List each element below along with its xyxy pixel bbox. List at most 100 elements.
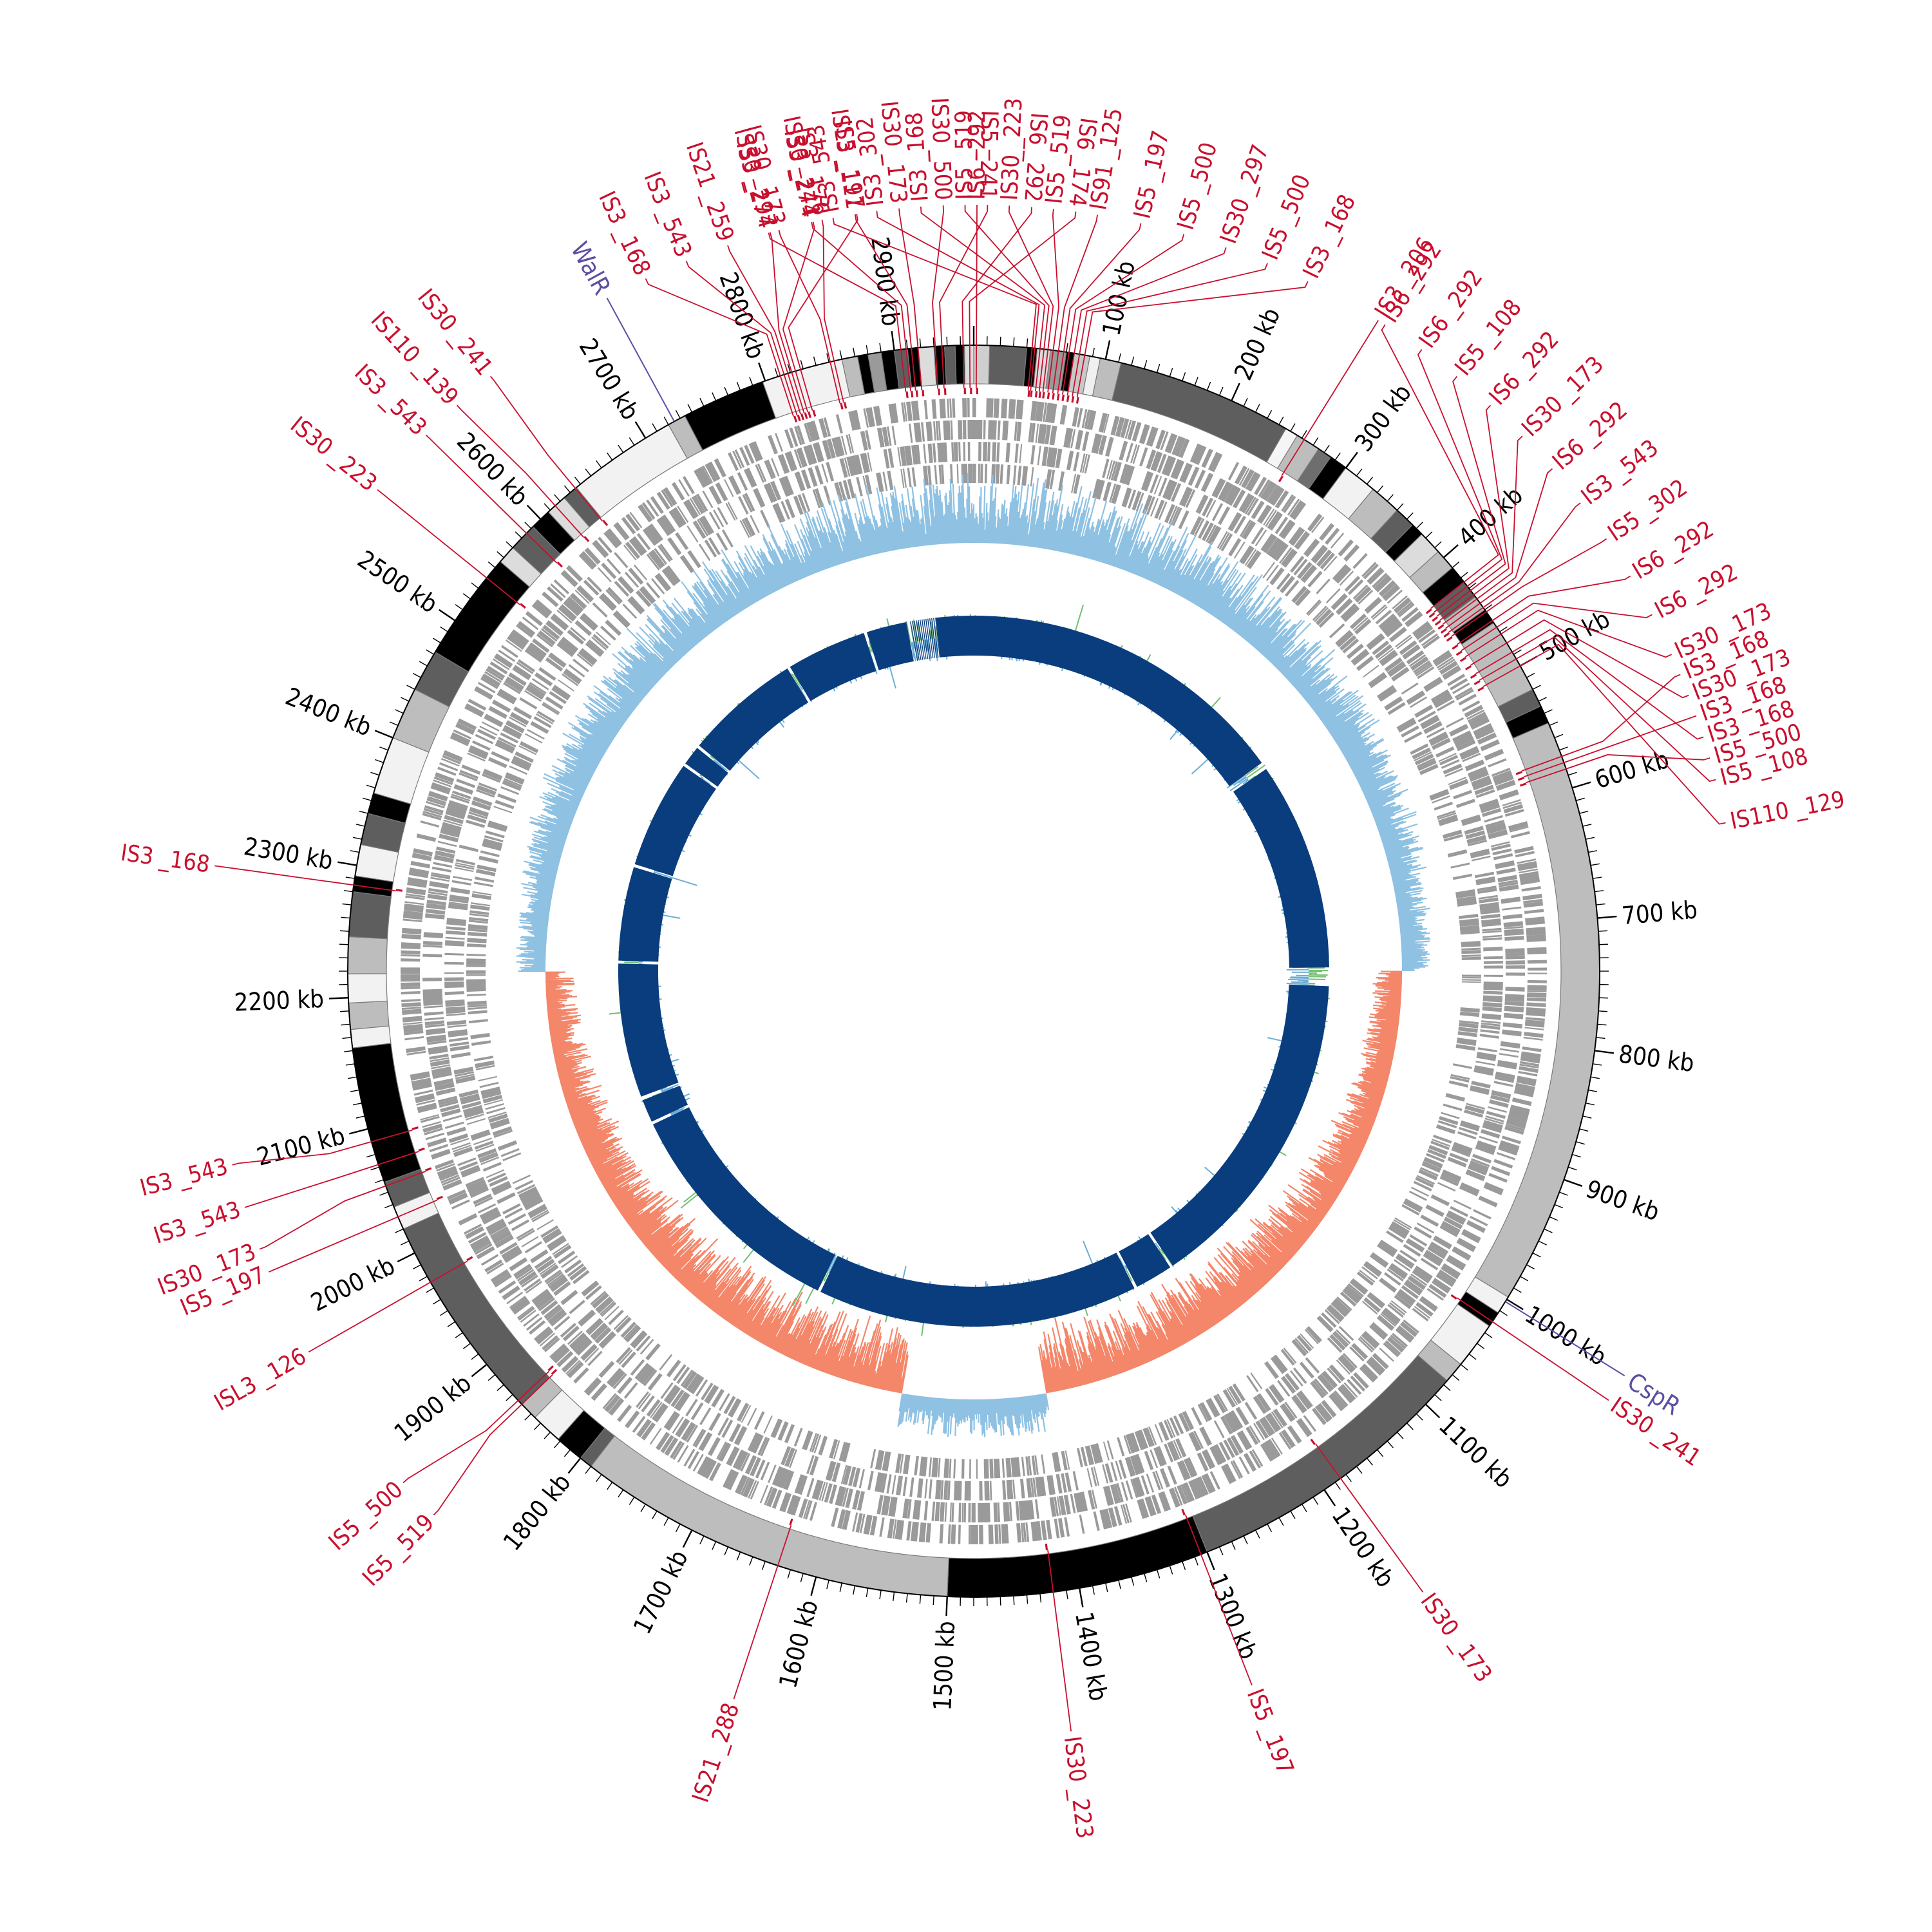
gene-feature xyxy=(422,810,442,819)
minor-tick xyxy=(1290,1510,1296,1519)
gene-feature xyxy=(660,1435,674,1454)
gene-feature xyxy=(624,1325,639,1341)
gene-feature xyxy=(1332,594,1348,611)
gene-feature xyxy=(887,1519,895,1539)
gene-feature xyxy=(475,1060,495,1066)
minor-tick xyxy=(379,1191,388,1196)
gene-feature xyxy=(1182,1483,1193,1502)
gene-feature xyxy=(1413,1180,1432,1191)
gene-feature xyxy=(478,782,498,791)
gene-feature xyxy=(519,697,538,710)
gene-feature xyxy=(1343,607,1360,622)
is-marker xyxy=(466,1256,473,1262)
gene-feature xyxy=(1290,1370,1303,1387)
is-marker xyxy=(1470,674,1477,679)
gene-feature xyxy=(1103,482,1111,502)
minor-tick xyxy=(1156,1569,1160,1578)
is-leader-line xyxy=(1461,602,1653,652)
gene-feature xyxy=(1509,823,1529,831)
gene-feature xyxy=(489,1226,508,1238)
gene-feature xyxy=(686,1373,699,1391)
gene-feature xyxy=(455,1077,476,1084)
gene-feature xyxy=(806,1455,815,1474)
is-leader-line xyxy=(932,205,944,389)
gene-feature xyxy=(1317,1375,1332,1392)
gene-feature xyxy=(1260,480,1273,499)
gene-feature xyxy=(898,1475,904,1496)
gene-feature xyxy=(1227,512,1240,531)
minor-tick xyxy=(1356,1466,1363,1474)
gene-feature xyxy=(489,1117,509,1128)
gene-feature xyxy=(562,673,579,687)
gene-feature xyxy=(1254,477,1267,495)
gene-feature xyxy=(949,1502,952,1522)
gene-feature xyxy=(1468,839,1488,847)
gene-feature xyxy=(1239,545,1253,564)
gene-feature xyxy=(459,844,478,853)
gene-feature xyxy=(895,1453,902,1473)
minor-tick xyxy=(375,1179,384,1184)
gene-feature xyxy=(567,629,585,645)
gene-feature xyxy=(666,1412,680,1431)
gene-feature xyxy=(1459,1186,1478,1197)
gene-feature xyxy=(486,1262,504,1275)
gene-feature xyxy=(1397,719,1416,732)
gene-feature xyxy=(916,1500,922,1520)
gene-feature xyxy=(852,1490,858,1510)
gene-feature xyxy=(1421,1162,1441,1173)
gene-feature xyxy=(1441,663,1458,675)
is-marker xyxy=(1443,632,1450,638)
gene-feature xyxy=(466,953,486,956)
gene-feature xyxy=(1401,1285,1419,1300)
minor-tick xyxy=(1278,1517,1284,1526)
gene-feature xyxy=(873,406,880,426)
gene-feature xyxy=(705,1460,717,1479)
minor-tick xyxy=(999,1596,1001,1606)
gene-feature xyxy=(477,785,497,793)
gene-feature xyxy=(1461,976,1481,979)
major-tick xyxy=(349,1128,368,1135)
minor-tick xyxy=(1118,353,1121,363)
gene-feature xyxy=(1384,696,1403,710)
gene-feature xyxy=(1169,1417,1180,1436)
gene-feature xyxy=(468,920,488,924)
gene-feature xyxy=(571,1334,588,1350)
gene-feature xyxy=(671,482,685,501)
gene-feature xyxy=(1387,661,1405,676)
gene-feature xyxy=(1510,831,1530,838)
gene-feature xyxy=(1479,1034,1499,1039)
gene-feature xyxy=(1443,1217,1463,1229)
gene-feature xyxy=(451,790,471,799)
gene-feature xyxy=(763,1415,773,1434)
gene-feature xyxy=(447,804,468,813)
gene-feature xyxy=(1334,565,1350,582)
gene-feature xyxy=(1527,987,1547,991)
scale-label: 600 kb xyxy=(1591,745,1672,795)
gene-feature xyxy=(1005,1458,1010,1478)
minor-tick xyxy=(853,1586,856,1595)
gene-feature xyxy=(486,668,504,681)
is-marker xyxy=(1452,644,1459,650)
gene-feature xyxy=(1472,1153,1492,1164)
gene-feature xyxy=(484,1099,504,1106)
gene-feature xyxy=(717,482,728,500)
gene-feature xyxy=(1179,439,1190,459)
gene-feature xyxy=(1435,654,1453,667)
gene-feature xyxy=(968,1502,971,1522)
gene-feature xyxy=(1414,1226,1432,1239)
gene-feature xyxy=(811,1434,820,1453)
gene-feature xyxy=(482,773,501,783)
gene-feature xyxy=(1290,528,1305,546)
gene-feature xyxy=(1119,440,1128,460)
is-element-label: IS30 _223 xyxy=(1059,1735,1098,1841)
gene-feature xyxy=(919,1456,923,1476)
gene-feature xyxy=(574,589,590,604)
gene-feature xyxy=(503,1248,522,1261)
minor-tick xyxy=(1513,1287,1522,1293)
contig-fragment xyxy=(917,620,925,660)
gene-feature xyxy=(1504,809,1524,817)
gene-feature xyxy=(470,1032,490,1037)
gene-feature xyxy=(420,1115,440,1123)
gene-feature xyxy=(1389,1302,1406,1316)
minor-tick xyxy=(853,347,856,357)
